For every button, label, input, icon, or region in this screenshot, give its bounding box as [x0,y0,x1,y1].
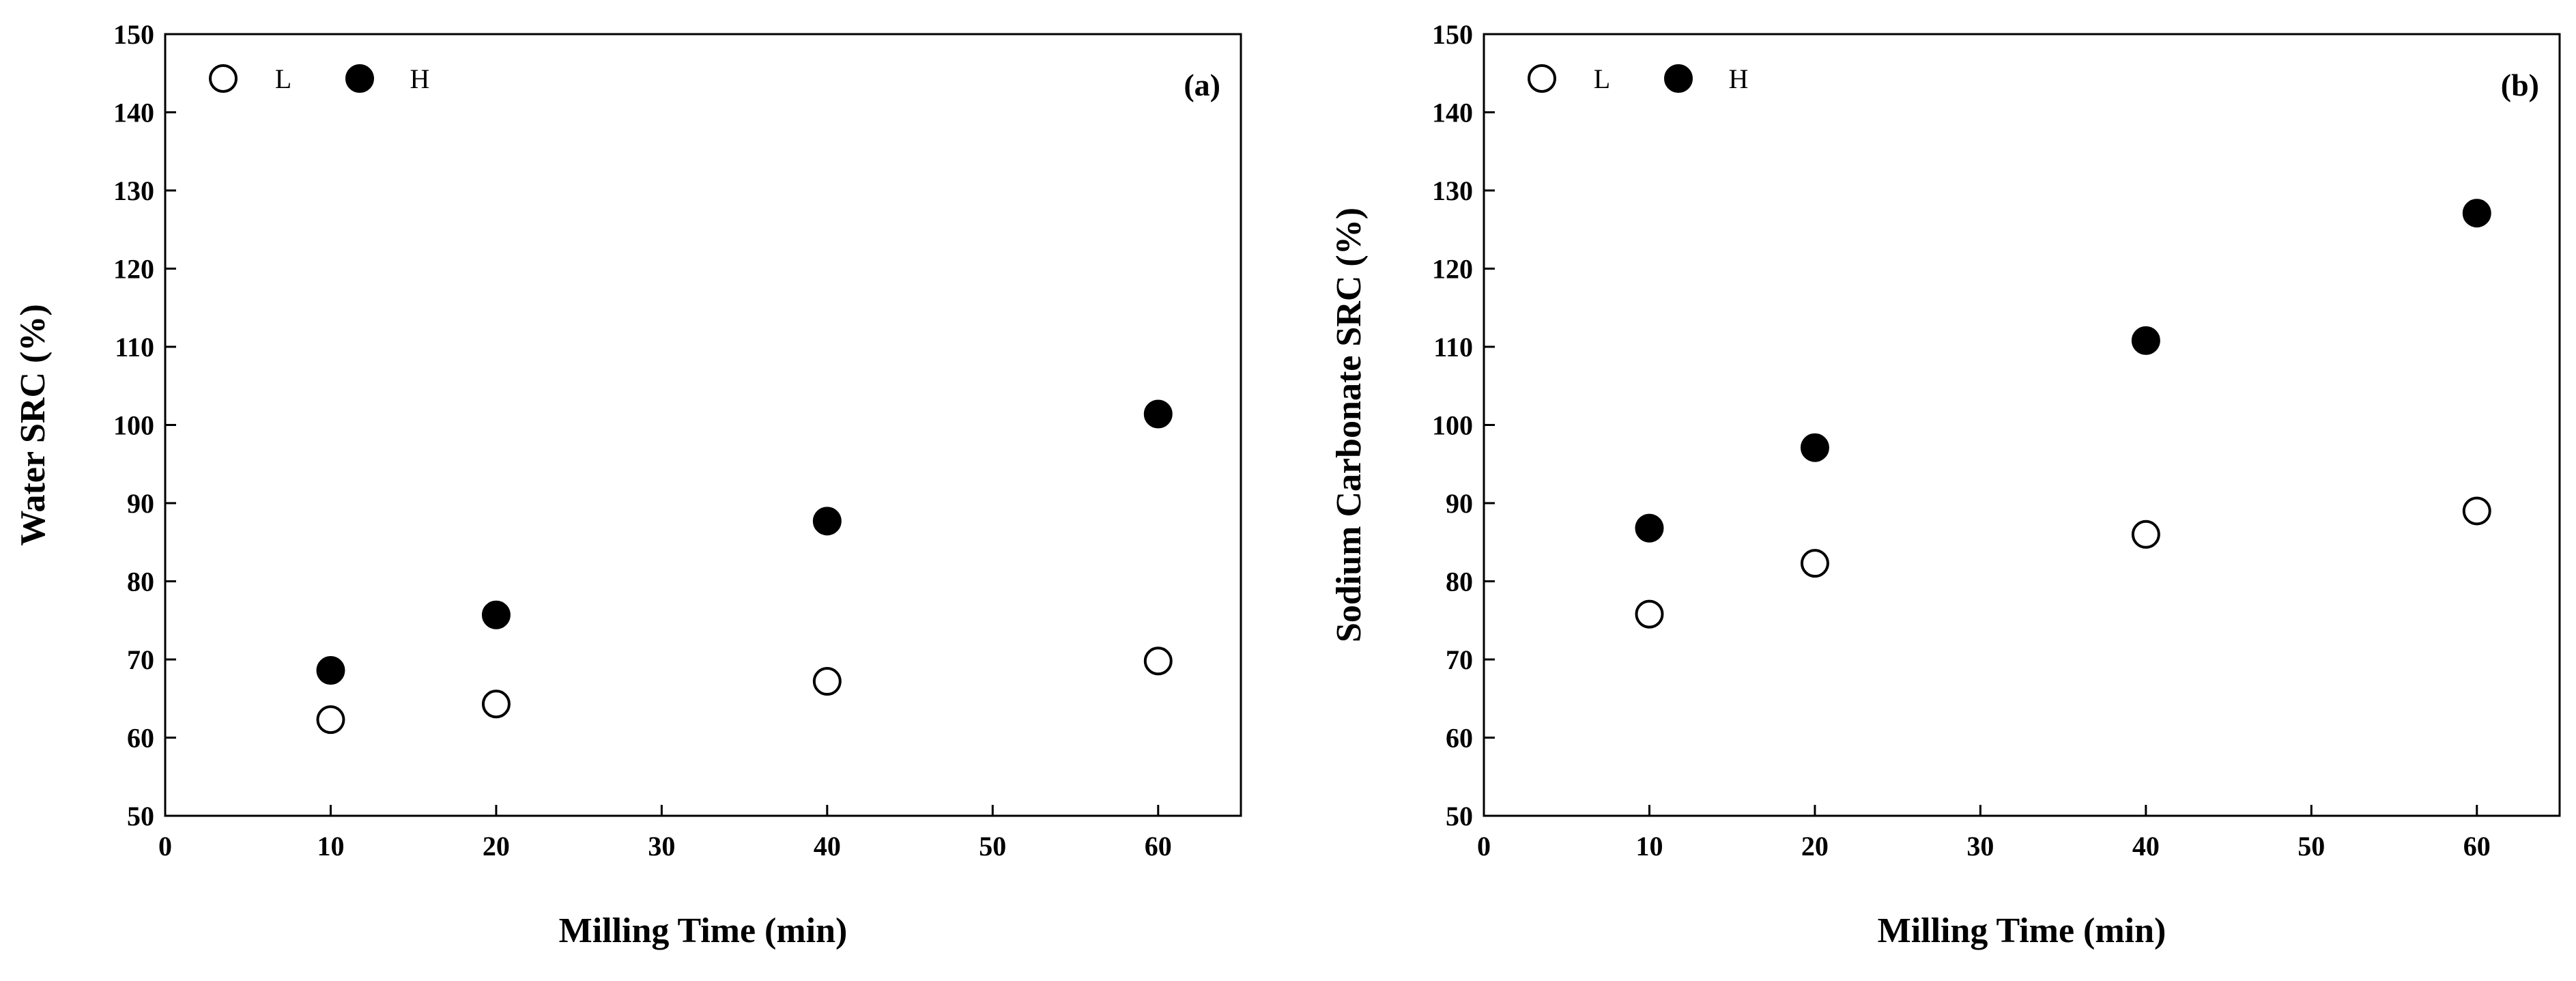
legend-marker-filled [345,64,374,93]
y-tick-label: 90 [127,488,154,519]
y-tick-label: 110 [115,332,154,362]
legend-marker-open [1528,64,1556,93]
y-tick-label: 60 [1446,723,1473,754]
data-point-l [1635,599,1664,629]
legend-label-h: H [1729,63,1749,94]
data-point-h [481,600,511,629]
data-point-l [1143,646,1173,676]
y-tick-label: 100 [1432,410,1473,441]
chart-panel-b: 50 60 70 80 90 100 110 120 130 140 150 0 10 20 30 40 50 6… [1330,19,2561,950]
legend-label-h: H [410,63,430,94]
y-tick-label: 110 [1433,332,1473,362]
legend-label-l: L [1594,63,1610,94]
data-point-l [2462,496,2491,526]
y-tick-label: 150 [113,19,154,50]
x-tick-label: 10 [317,831,344,862]
x-tick-label: 0 [158,831,172,862]
x-tick-label: 10 [1635,831,1663,862]
data-point-h [2131,326,2160,355]
y-tick-label: 50 [1446,801,1473,831]
y-axis-title: Water SRC (%) [14,304,53,545]
data-point-l [316,705,345,735]
x-tick-label: 50 [979,831,1006,862]
x-tick-label: 30 [648,831,675,862]
data-point-l [812,667,842,696]
y-tick-label: 70 [127,644,154,675]
y-tick-label: 120 [1432,254,1473,285]
y-tick-label: 90 [1446,488,1473,519]
panel-label: (b) [2501,68,2539,102]
x-tick-label: 60 [1145,831,1172,862]
y-tick-label: 80 [1446,567,1473,597]
x-axis-title: Milling Time (min) [1878,911,2166,950]
data-point-h [812,507,842,536]
y-tick-label: 60 [127,723,154,754]
panel-label: (a) [1184,68,1220,102]
x-tick-label: 60 [2463,831,2491,862]
y-tick-label: 100 [113,410,154,441]
legend-label-l: L [275,63,291,94]
y-tick-label: 80 [127,567,154,597]
legend-marker-filled [1664,64,1693,93]
y-tick-label: 140 [1432,98,1473,128]
data-point-l [481,689,511,719]
y-tick-label: 150 [1432,19,1473,50]
data-point-l [1800,549,1829,578]
x-tick-label: 20 [1801,831,1829,862]
data-point-h [1800,433,1829,462]
y-tick-label: 130 [1432,175,1473,206]
data-point-l [2131,520,2160,549]
data-point-h [1143,399,1173,429]
x-tick-label: 40 [814,831,841,862]
chart-panel-a: 50 60 70 80 90 100 110 120 130 140 150 0 10 20 30 40 50 6… [14,19,1242,950]
series-l [316,646,1173,735]
y-axis-title: Sodium Carbonate SRC (%) [1330,208,1369,642]
x-tick-label: 20 [483,831,510,862]
data-point-h [1635,513,1664,543]
x-tick-label: 50 [2298,831,2325,862]
x-tick-label: 40 [2132,831,2160,862]
y-tick-label: 130 [113,175,154,206]
data-point-h [2462,199,2491,228]
x-axis-title: Milling Time (min) [559,911,848,950]
x-tick-label: 30 [1966,831,1994,862]
y-tick-label: 140 [113,98,154,128]
series-h [316,399,1173,685]
legend-marker-open [209,64,238,93]
data-point-h [316,656,345,685]
plot-frame [164,33,1242,817]
series-h [1635,199,2491,543]
y-tick-label: 70 [1446,644,1473,675]
plot-frame [1483,33,2561,817]
x-tick-label: 0 [1477,831,1491,862]
y-tick-label: 50 [127,801,154,831]
y-tick-label: 120 [113,254,154,285]
series-l [1635,496,2491,629]
